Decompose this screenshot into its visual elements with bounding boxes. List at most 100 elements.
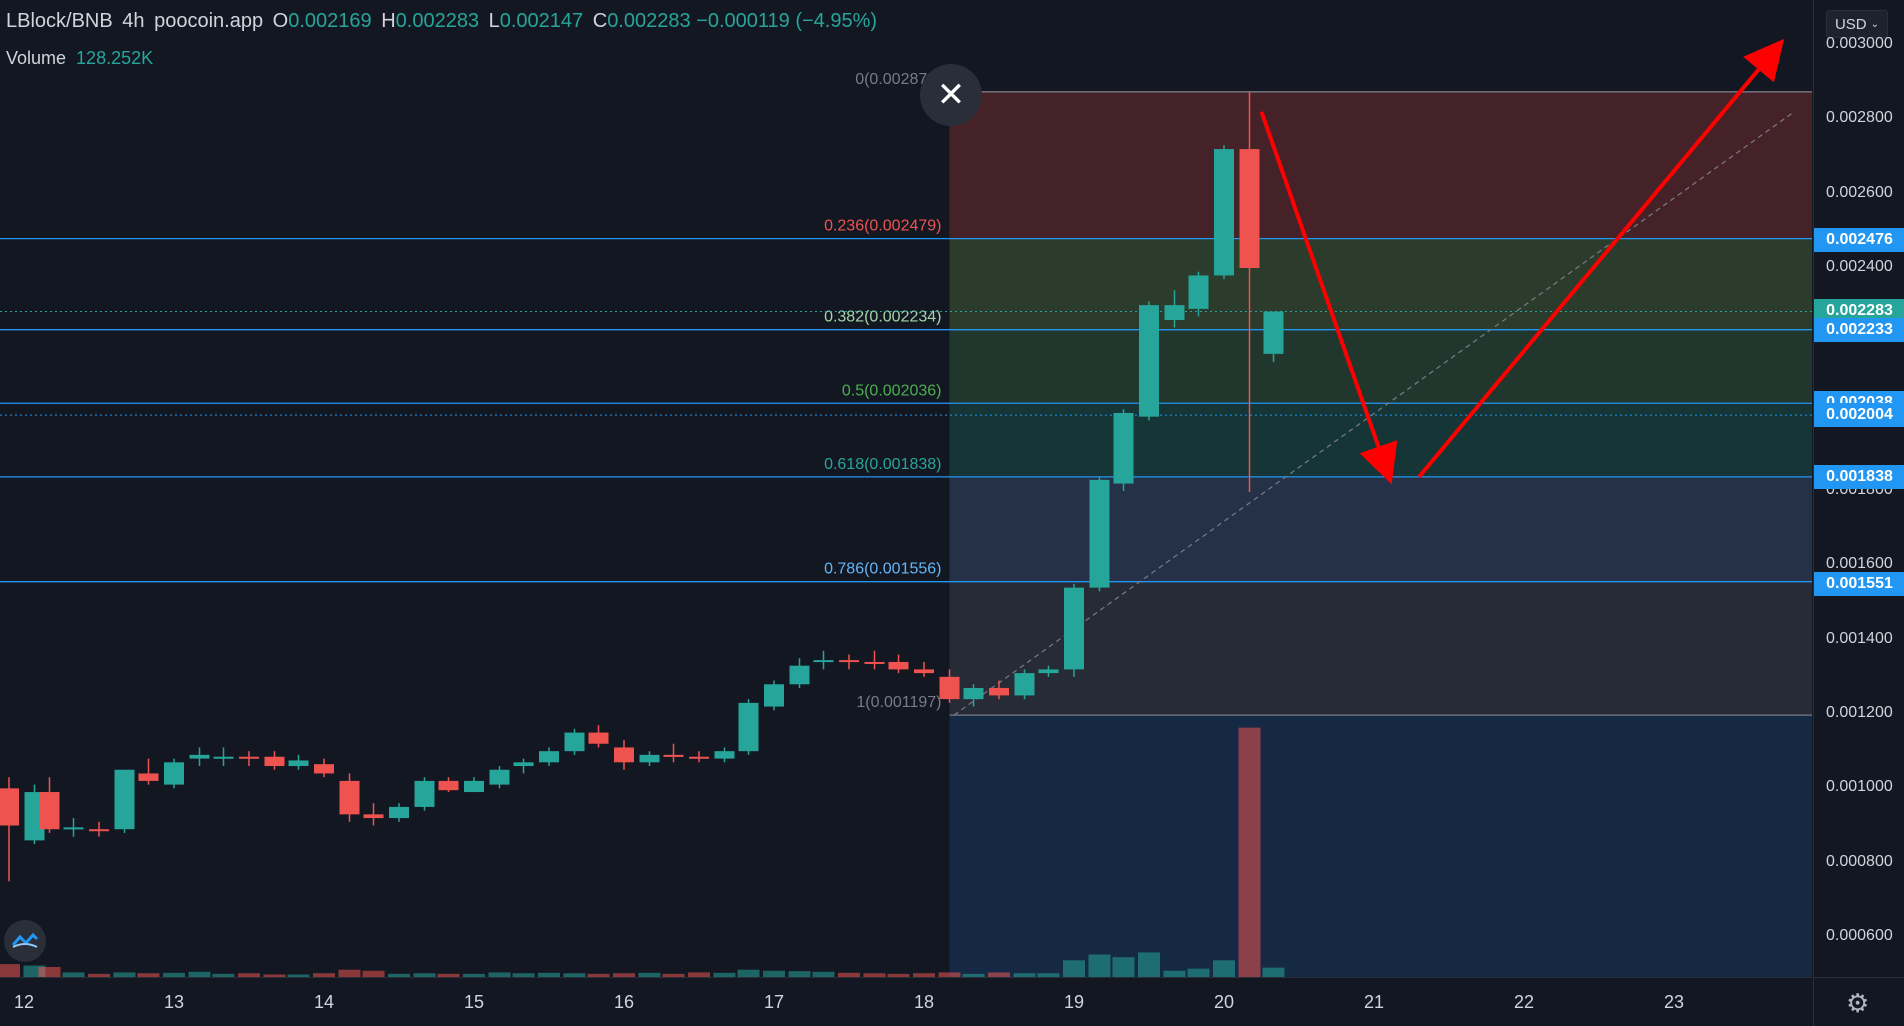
- candle-body: [789, 665, 810, 685]
- interval-label[interactable]: 4h: [122, 10, 145, 32]
- volume-bar: [662, 973, 685, 977]
- time-tick-label: 15: [464, 992, 485, 1012]
- candle-body: [1038, 669, 1059, 674]
- candle-body: [1188, 275, 1209, 309]
- candle-body: [588, 732, 609, 744]
- volume-bar: [437, 973, 460, 977]
- fib-zone: [949, 476, 1812, 582]
- candle-body: [714, 751, 735, 759]
- time-tick-label: 22: [1514, 992, 1535, 1012]
- time-tick-label: 16: [614, 992, 635, 1012]
- candle-body: [1113, 412, 1134, 484]
- trend-line: [953, 111, 1795, 716]
- volume-bar: [463, 973, 485, 977]
- price-axis[interactable]: USD ⌄ 0.003000 0.002800 0.002600 0.002400 0.0…: [1813, 0, 1904, 977]
- volume-bar: [713, 972, 736, 977]
- volume-bar: [887, 973, 910, 977]
- price-tick-label: 0.003000: [1826, 35, 1893, 52]
- axis-settings-corner: ⚙: [1813, 977, 1904, 1026]
- candle-body: [963, 687, 984, 700]
- volume-bar: [1013, 973, 1036, 977]
- fib-label: 0.618(0.001838): [824, 456, 941, 473]
- candle-body: [363, 814, 384, 819]
- volume-bar: [938, 972, 961, 977]
- volume-legend: Volume 128.252K: [6, 48, 153, 69]
- open-label: O: [272, 10, 289, 32]
- volume-bar: [23, 965, 46, 977]
- candle-body: [264, 756, 285, 767]
- volume-bar: [763, 970, 785, 977]
- candle-body: [213, 756, 234, 759]
- time-axis[interactable]: 12 13 14 15 16 17 18 19 20 21 22 23: [0, 977, 1812, 1026]
- candle-body: [138, 773, 159, 781]
- price-chart[interactable]: 0(0.002874) 0.236(0.002479) 0.382(0.002234…: [0, 0, 1812, 977]
- price-tag: 0.001551: [1814, 571, 1904, 596]
- fib-label: 1(0.001197): [856, 694, 941, 711]
- price-tag: 0.001838: [1814, 464, 1904, 489]
- volume-bar: [1037, 973, 1060, 977]
- candle-body: [288, 760, 309, 767]
- candle-body: [1014, 673, 1035, 696]
- price-tick-label: 0.000600: [1826, 927, 1893, 944]
- close-label: C: [592, 10, 608, 32]
- candle-body: [689, 756, 709, 759]
- candle-body: [1263, 311, 1284, 354]
- candle-body: [864, 661, 885, 664]
- fib-zone: [949, 91, 1812, 239]
- candle-body: [89, 829, 109, 832]
- price-tag: 0.002004: [1814, 403, 1904, 428]
- volume-bar: [238, 973, 260, 977]
- close-drawing-button[interactable]: ✕: [920, 64, 982, 126]
- fib-zone: [949, 581, 1812, 716]
- time-tick-label: 18: [914, 992, 935, 1012]
- chevron-down-icon: ⌄: [1870, 18, 1880, 30]
- candle-body: [389, 806, 409, 819]
- candle-body: [414, 780, 435, 807]
- volume-bar: [413, 973, 436, 977]
- symbol-name[interactable]: LBlock/BNB: [6, 10, 113, 32]
- candle-body: [464, 780, 484, 793]
- volume-bar: [38, 967, 61, 977]
- volume-bar: [338, 969, 361, 977]
- volume-bar: [163, 972, 185, 977]
- candle-body: [614, 747, 634, 763]
- price-tick-label: 0.001400: [1826, 629, 1893, 647]
- time-tick-label: 12: [14, 992, 35, 1012]
- candle-body: [438, 780, 459, 791]
- volume-bar: [638, 972, 661, 977]
- tradingview-logo-icon[interactable]: [4, 920, 46, 962]
- close-icon: ✕: [936, 76, 966, 114]
- volume-bar: [512, 973, 535, 977]
- fib-zone: [949, 715, 1812, 977]
- volume-bar: [137, 973, 160, 977]
- time-tick-label: 23: [1664, 992, 1685, 1012]
- low-value: 0.002147: [499, 10, 584, 32]
- volume-bar: [263, 974, 286, 977]
- high-value: 0.002283: [395, 10, 480, 32]
- symbol-legend: LBlock/BNB 4h poocoin.app O0.002169 H0.0…: [6, 10, 877, 33]
- candle-body: [939, 676, 960, 700]
- time-tick-label: 17: [764, 992, 785, 1012]
- currency-button[interactable]: USD ⌄: [1826, 10, 1888, 38]
- candle-body: [564, 732, 585, 752]
- candle-body: [0, 788, 20, 826]
- candle-body: [1164, 305, 1185, 321]
- candle-body: [1239, 149, 1260, 268]
- volume-bar: [1063, 960, 1085, 977]
- volume-bar: [362, 970, 385, 977]
- gear-icon[interactable]: ⚙: [1846, 988, 1870, 1018]
- high-label: H: [381, 10, 396, 32]
- volume-bar: [1213, 960, 1235, 977]
- volume-bar: [188, 971, 211, 977]
- fib-zone: [949, 329, 1812, 404]
- volume-bar: [737, 969, 760, 977]
- price-tick-label: 0.002800: [1826, 109, 1893, 127]
- volume-bar: [113, 972, 136, 977]
- volume-bar: [688, 972, 710, 977]
- price-tick-label: 0.001600: [1826, 555, 1893, 573]
- volume-bar: [88, 973, 110, 977]
- time-tick-label: 20: [1214, 992, 1235, 1012]
- chart-pane[interactable]: 0(0.002874) 0.236(0.002479) 0.382(0.002234…: [0, 0, 1812, 977]
- candle-body: [513, 762, 534, 767]
- volume-bar: [0, 964, 21, 977]
